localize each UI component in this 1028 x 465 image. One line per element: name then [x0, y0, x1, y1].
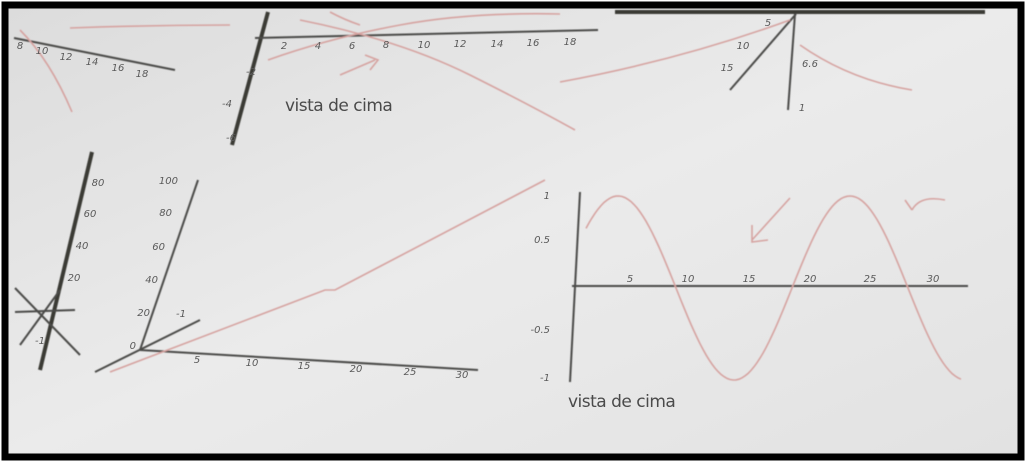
- x-tick-label: 18: [564, 37, 577, 48]
- axis: [787, 13, 796, 111]
- x-tick-label: 12: [454, 39, 467, 50]
- tick-label: 16: [112, 63, 125, 74]
- tick-label: 14: [86, 57, 99, 68]
- x-tick-label: 14: [491, 39, 504, 50]
- x-tick-label: 20: [350, 364, 363, 375]
- tick-label: 60: [84, 209, 97, 220]
- x-tick-label: 25: [404, 367, 417, 378]
- tick-label: 15: [721, 63, 734, 74]
- x-tick-label: 20: [804, 274, 817, 285]
- x-tick-label: 25: [864, 274, 877, 285]
- x-tick-label: 15: [298, 361, 311, 372]
- axis: [14, 287, 81, 356]
- axis: [139, 179, 199, 351]
- x-tick-label: 15: [743, 274, 756, 285]
- x-tick-label: 10: [418, 40, 431, 51]
- tick-label: 5: [765, 18, 771, 29]
- tick-label: 1: [799, 103, 805, 114]
- curve: [329, 11, 361, 26]
- y-tick-label: 100: [159, 176, 178, 187]
- y-tick-label: 60: [152, 242, 165, 253]
- curve: [559, 19, 791, 83]
- y-tick-label: 0.5: [534, 235, 550, 246]
- axis: [139, 349, 479, 371]
- x-tick-label: 10: [246, 358, 259, 369]
- x-tick-label: 16: [527, 38, 540, 49]
- tick-label: 12: [60, 52, 73, 63]
- axis: [729, 13, 797, 91]
- x-tick-label: 8: [383, 40, 389, 51]
- tick-label: -1: [35, 336, 45, 347]
- curve: [799, 44, 913, 91]
- tick-label: 8: [17, 41, 23, 52]
- curve: [585, 195, 962, 381]
- x-tick-label: 30: [927, 274, 940, 285]
- axis: [230, 11, 270, 146]
- drawings: [13, 10, 985, 383]
- arrow: [751, 197, 791, 243]
- tick-label: 10: [36, 46, 49, 57]
- axis: [38, 151, 94, 371]
- tick-label: 80: [92, 178, 105, 189]
- y-tick-label: 1: [544, 191, 550, 202]
- x-tick-label: 5: [194, 355, 200, 366]
- axis: [19, 289, 61, 346]
- tick-label: 6.6: [802, 59, 818, 70]
- caption: vista de cima: [568, 392, 675, 412]
- y-tick-label: -1: [540, 373, 550, 384]
- x-tick-label: 5: [627, 274, 633, 285]
- x-tick-label: 30: [456, 370, 469, 381]
- y-tick-label: -6: [226, 133, 236, 144]
- tick-label: 20: [68, 273, 81, 284]
- tick-label: 18: [136, 69, 149, 80]
- arrow: [904, 197, 946, 211]
- curve: [267, 12, 561, 61]
- x-tick-label: 6: [349, 41, 355, 52]
- curve: [299, 19, 576, 131]
- axis: [13, 37, 176, 71]
- axis: [254, 29, 599, 39]
- x-tick-label: 10: [682, 274, 695, 285]
- y-tick-label: -2: [246, 67, 256, 78]
- curve: [69, 24, 231, 29]
- tick-label: 40: [76, 241, 89, 252]
- y-tick-label: -1: [176, 309, 186, 320]
- y-tick-label: 0: [130, 341, 136, 352]
- curve: [109, 179, 546, 373]
- y-tick-label: 20: [137, 308, 150, 319]
- y-tick-label: 80: [159, 208, 172, 219]
- x-tick-label: 2: [281, 41, 287, 52]
- arrow: [339, 54, 380, 76]
- axis: [94, 319, 201, 373]
- x-tick-label: 4: [315, 41, 321, 52]
- tick-label: 10: [737, 41, 750, 52]
- curve: [19, 29, 73, 113]
- caption: vista de cima: [285, 96, 392, 116]
- y-tick-label: -0.5: [530, 325, 550, 336]
- y-tick-label: 40: [145, 275, 158, 286]
- y-tick-label: -4: [222, 99, 232, 110]
